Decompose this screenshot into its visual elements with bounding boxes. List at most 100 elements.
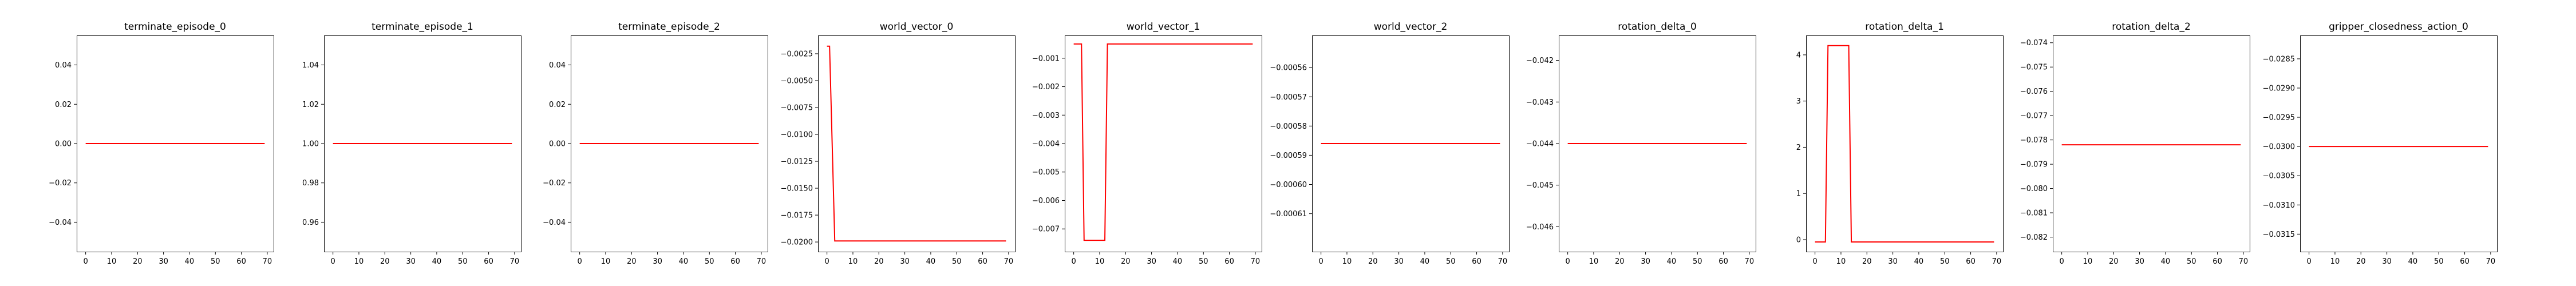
y-tick-label: −0.0150 [781, 185, 813, 193]
x-tick-label: 0 [1565, 257, 1570, 266]
y-tick-label: −0.080 [2020, 185, 2048, 193]
y-tick-label: 3 [1796, 97, 1801, 106]
x-tick-label: 30 [159, 257, 168, 266]
subplot-9: gripper_closedness_action_0 0 10 20 30 40 50 60… [2263, 21, 2498, 266]
y-tick-label: −0.003 [1032, 112, 1060, 120]
subplot-title: world_vector_2 [1374, 21, 1448, 33]
x-tick-label: 60 [1472, 257, 1481, 266]
x-tick-label: 60 [484, 257, 493, 266]
y-tick-label: −0.04 [49, 219, 72, 227]
x-tick-label: 10 [1589, 257, 1599, 266]
x-tick-label: 20 [627, 257, 637, 266]
x-tick-label: 0 [577, 257, 582, 266]
y-tick-label: −0.0295 [2263, 114, 2295, 122]
x-tick-label: 20 [2356, 257, 2366, 266]
y-tick-label: −0.02 [49, 179, 72, 188]
y-tick-label: −0.045 [1526, 181, 1554, 190]
y-tick-label: 0 [1796, 236, 1801, 245]
x-tick-label: 40 [1914, 257, 1924, 266]
x-tick-label: 10 [601, 257, 611, 266]
plot-frame [1065, 35, 1262, 252]
x-tick-label: 60 [730, 257, 740, 266]
x-tick-label: 20 [2109, 257, 2119, 266]
subplot-title: world_vector_0 [880, 21, 954, 33]
subplot-8: rotation_delta_2 0 10 20 30 40 50 60 70 −0.074 −0.… [2020, 21, 2250, 266]
x-tick-label: 30 [406, 257, 416, 266]
x-tick-label: 50 [211, 257, 220, 266]
x-tick-label: 30 [1888, 257, 1898, 266]
x-tick-label: 70 [263, 257, 272, 266]
x-tick-label: 40 [185, 257, 195, 266]
subplot-3: world_vector_0 0 10 20 30 40 50 60 70 −0.0025 −0.0… [781, 21, 1016, 266]
x-tick-label: 50 [952, 257, 962, 266]
y-tick-label: −0.082 [2020, 233, 2048, 242]
subplot-6: rotation_delta_0 0 10 20 30 40 50 60 70 −0.042 −0.… [1526, 21, 1756, 266]
x-tick-label: 50 [2434, 257, 2444, 266]
subplot-1: terminate_episode_1 0 10 20 30 40 50 60 70 0.96 0.… [302, 21, 521, 266]
x-tick-label: 30 [653, 257, 662, 266]
x-tick-label: 40 [432, 257, 442, 266]
series-line-0 [1073, 43, 1253, 241]
x-tick-label: 10 [1836, 257, 1846, 266]
x-tick-label: 30 [900, 257, 910, 266]
x-tick-label: 30 [2382, 257, 2392, 266]
x-tick-label: 10 [2330, 257, 2340, 266]
x-tick-label: 60 [1966, 257, 1976, 266]
y-tick-label: −0.007 [1032, 225, 1060, 234]
y-tick-label: −0.079 [2020, 161, 2048, 169]
x-tick-label: 50 [1693, 257, 1702, 266]
y-tick-label: 0.04 [549, 61, 566, 70]
y-tick-label: −0.0285 [2263, 55, 2295, 63]
y-tick-label: 0.04 [55, 61, 72, 70]
y-tick-label: −0.0050 [781, 77, 813, 85]
y-tick-label: 1.02 [302, 101, 319, 109]
x-tick-label: 0 [2306, 257, 2311, 266]
x-tick-label: 10 [2083, 257, 2093, 266]
y-tick-label: −0.00057 [1270, 93, 1307, 102]
y-tick-label: −0.076 [2020, 88, 2048, 96]
x-tick-label: 50 [1940, 257, 1950, 266]
x-tick-label: 50 [458, 257, 468, 266]
y-tick-label: −0.0310 [2263, 201, 2295, 210]
x-tick-label: 60 [2212, 257, 2222, 266]
y-tick-label: −0.075 [2020, 63, 2048, 72]
y-tick-label: −0.00059 [1270, 152, 1307, 160]
subplot-title: rotation_delta_0 [1618, 21, 1697, 33]
y-tick-label: −0.00061 [1270, 210, 1307, 219]
y-tick-label: −0.0075 [781, 104, 813, 113]
y-tick-label: −0.0300 [2263, 143, 2295, 152]
subplot-2: terminate_episode_2 0 10 20 30 40 50 60 70 −0.04 −… [543, 21, 768, 266]
x-tick-label: 20 [874, 257, 884, 266]
x-tick-label: 30 [1641, 257, 1650, 266]
y-tick-label: 1 [1796, 190, 1801, 198]
x-tick-label: 20 [1862, 257, 1872, 266]
x-tick-label: 40 [1667, 257, 1677, 266]
subplot-title: terminate_episode_1 [372, 21, 473, 33]
y-tick-label: −0.001 [1032, 54, 1060, 63]
y-tick-label: −0.0200 [781, 239, 813, 247]
y-tick-label: 0.02 [55, 101, 72, 109]
y-tick-label: −0.0175 [781, 212, 813, 220]
subplot-title: rotation_delta_1 [1865, 21, 1944, 33]
x-tick-label: 0 [330, 257, 335, 266]
plot-frame [1312, 35, 1510, 252]
x-tick-label: 0 [1071, 257, 1076, 266]
subplot-title: rotation_delta_2 [2112, 21, 2191, 33]
plot-frame [2053, 35, 2250, 252]
x-tick-label: 60 [236, 257, 246, 266]
y-tick-label: 0.00 [55, 140, 72, 149]
x-tick-label: 10 [354, 257, 364, 266]
y-tick-label: 2 [1796, 144, 1801, 152]
x-tick-label: 70 [1992, 257, 2002, 266]
subplot-title: gripper_closedness_action_0 [2329, 21, 2468, 33]
y-tick-label: 0.02 [549, 101, 566, 109]
subplot-title: terminate_episode_2 [618, 21, 720, 33]
x-tick-label: 30 [2135, 257, 2144, 266]
plot-frame [77, 35, 274, 252]
x-tick-label: 40 [926, 257, 936, 266]
x-tick-label: 70 [1004, 257, 1014, 266]
y-tick-label: −0.046 [1526, 223, 1554, 232]
x-tick-label: 40 [1173, 257, 1183, 266]
